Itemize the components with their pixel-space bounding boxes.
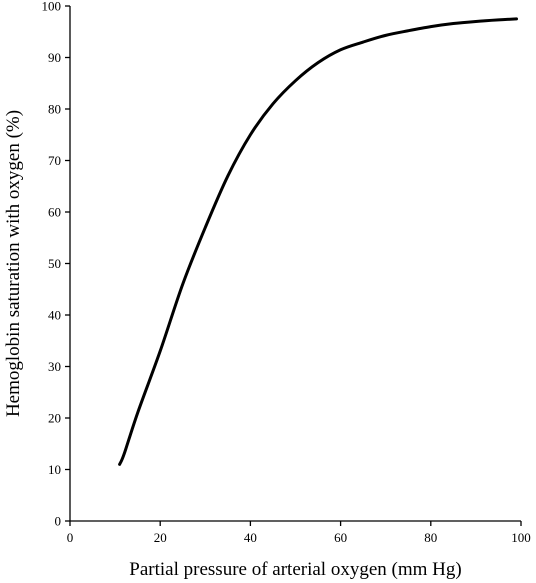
x-ticks: 0 20 40 60 80 100 <box>67 521 531 545</box>
x-tick-label: 0 <box>67 530 74 545</box>
y-tick-label: 10 <box>48 462 61 477</box>
y-tick-label: 70 <box>48 153 61 168</box>
x-tick-label: 100 <box>511 530 531 545</box>
y-tick-label: 20 <box>48 411 61 426</box>
y-tick-label: 30 <box>48 359 61 374</box>
x-tick-label: 40 <box>244 530 257 545</box>
y-ticks: 0 10 20 30 40 50 60 70 80 90 100 <box>42 0 70 529</box>
y-tick-label: 50 <box>48 256 61 271</box>
y-tick-label: 90 <box>48 50 61 65</box>
y-tick-label: 0 <box>55 514 62 529</box>
series-line <box>118 17 518 466</box>
y-axis-title: Hemoglobin saturation with oxygen (%) <box>3 110 24 417</box>
y-tick-label: 100 <box>42 0 62 14</box>
x-axis-title: Partial pressure of arterial oxygen (mm … <box>129 559 461 580</box>
x-tick-label: 60 <box>334 530 347 545</box>
x-tick-label: 20 <box>154 530 167 545</box>
y-tick-label: 40 <box>48 308 61 323</box>
y-tick-label: 60 <box>48 205 61 220</box>
x-tick-label: 80 <box>424 530 437 545</box>
y-tick-label: 80 <box>48 102 61 117</box>
